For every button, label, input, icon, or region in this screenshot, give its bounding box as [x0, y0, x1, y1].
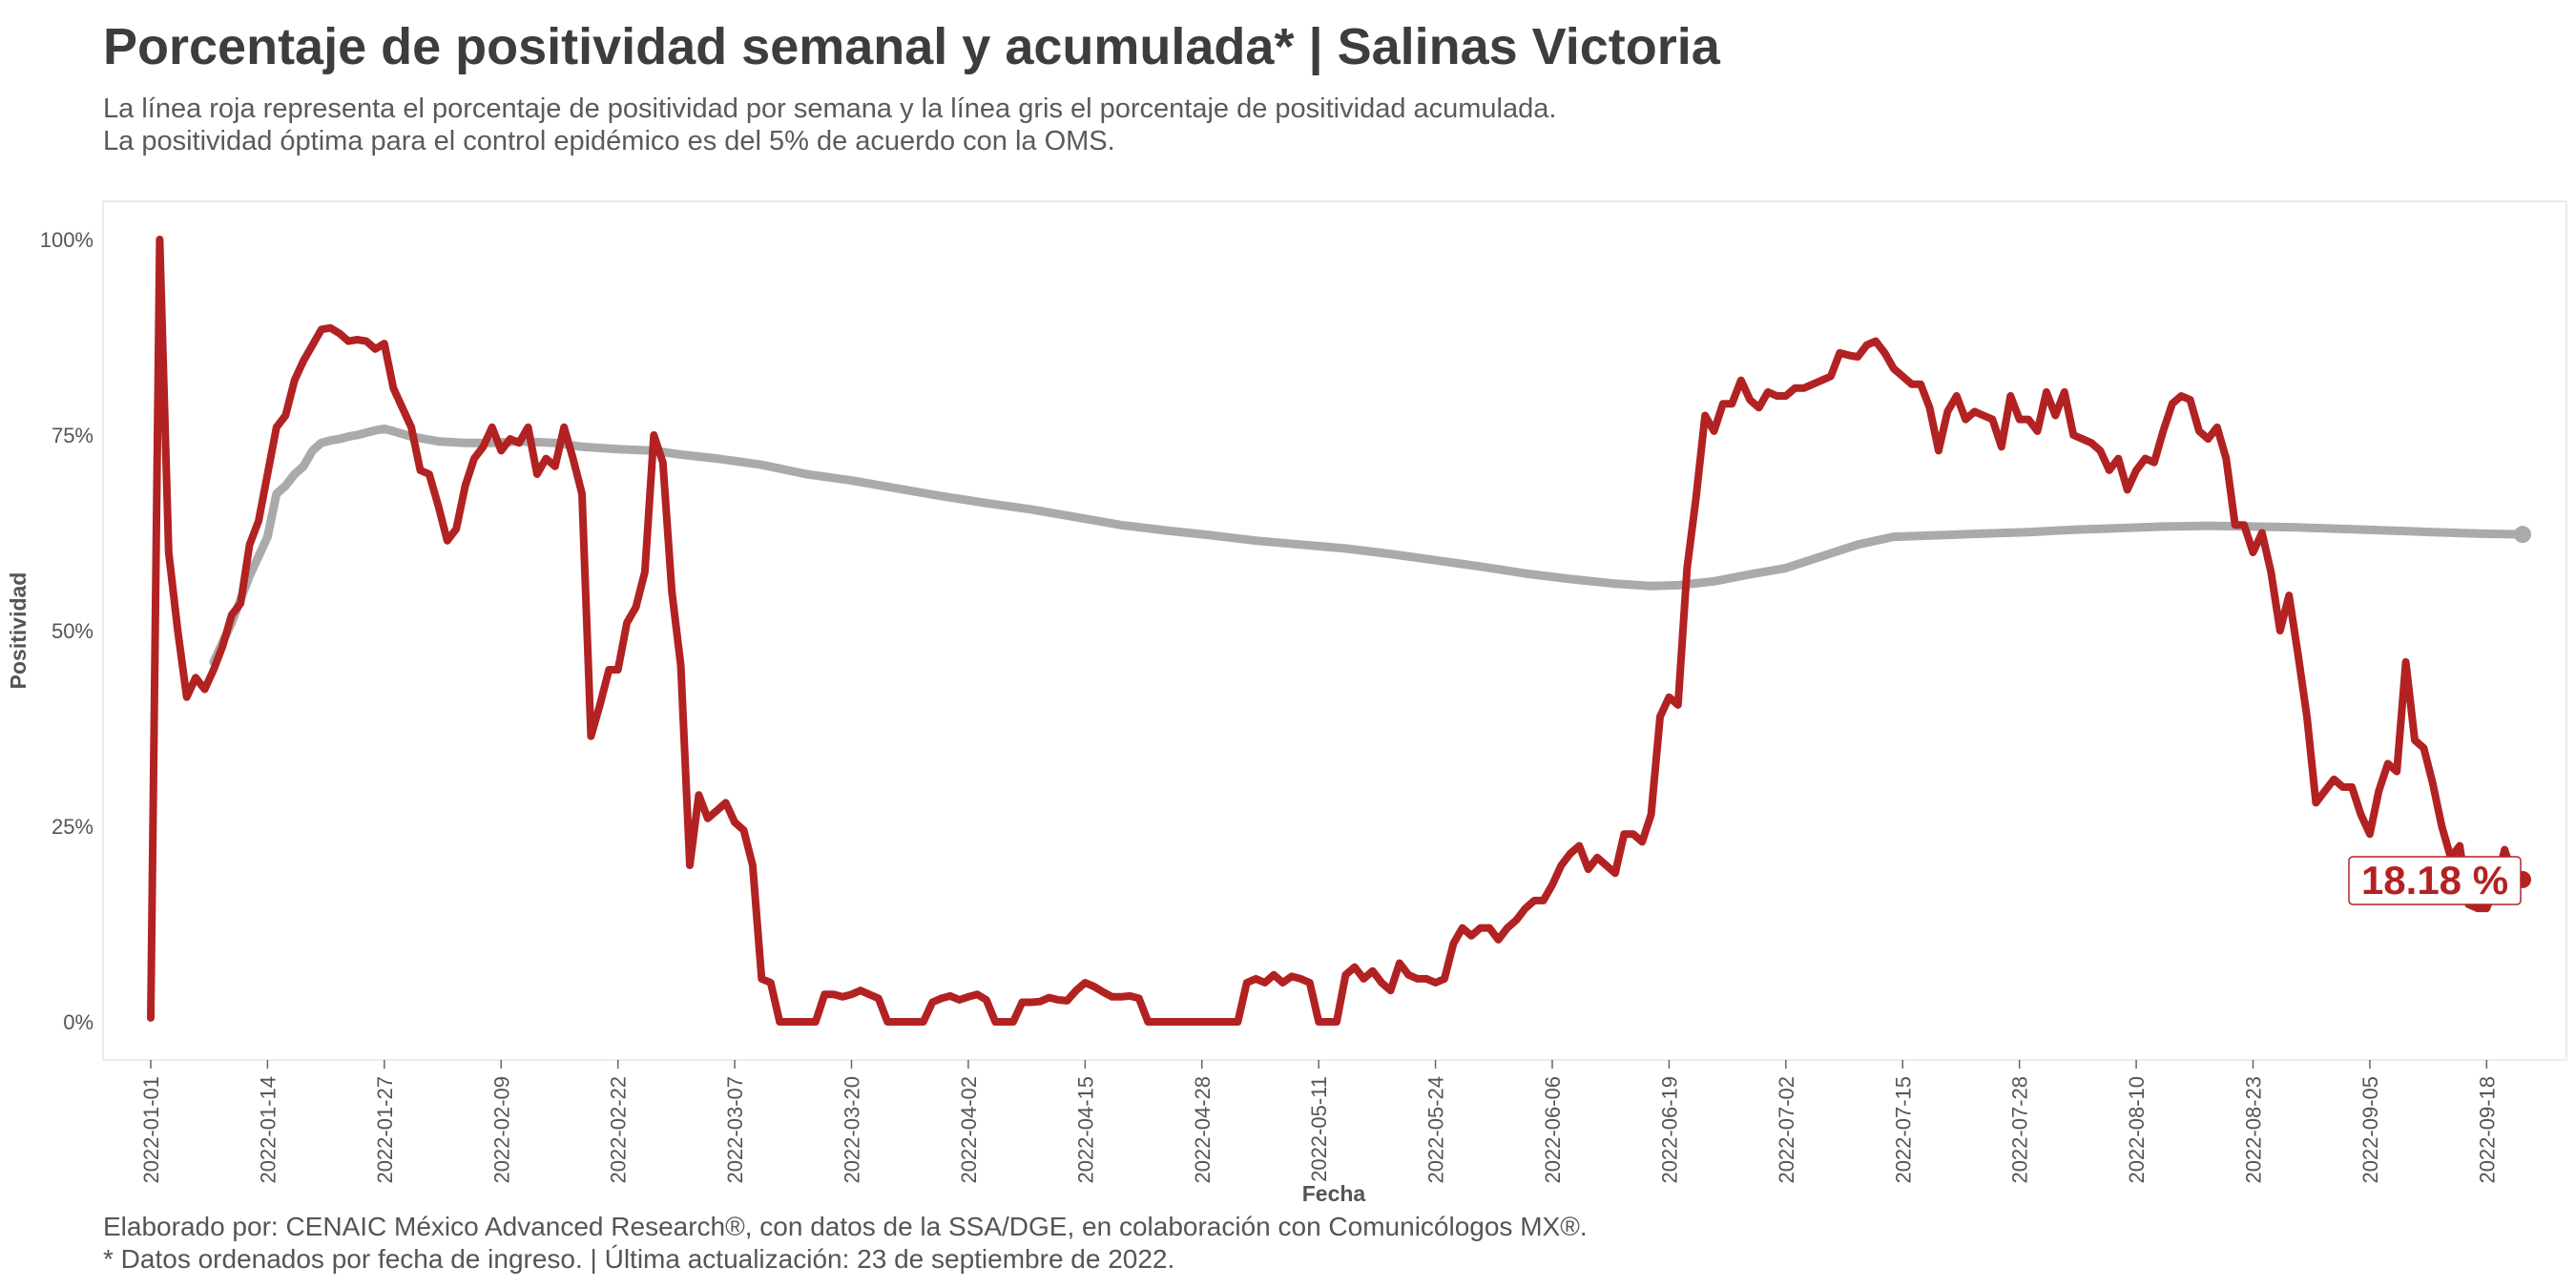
x-tick-label: 2022-01-27	[373, 1076, 397, 1184]
x-tick-label: 2022-04-28	[1191, 1076, 1215, 1184]
chart-title: Porcentaje de positividad semanal y acum…	[103, 18, 1720, 75]
y-axis-title: Positividad	[6, 572, 31, 690]
y-tick-label: 50%	[52, 619, 93, 643]
x-tick-label: 2022-07-28	[2008, 1076, 2032, 1184]
x-tick-label: 2022-02-09	[489, 1076, 513, 1184]
x-tick-label: 2022-03-07	[723, 1076, 747, 1184]
end-value-text: 18.18 %	[2361, 858, 2508, 903]
x-tick-label: 2022-01-01	[139, 1076, 163, 1184]
weekly-positivity-line	[147, 236, 2526, 1026]
x-tick-label: 2022-07-02	[1775, 1076, 1798, 1184]
end-value-label: 18.18 %	[2348, 856, 2522, 905]
chart-subtitle-line-1: La línea roja representa el porcentaje d…	[103, 93, 1557, 124]
y-tick-label: 100%	[40, 228, 93, 252]
x-tick-label: 2022-09-05	[2358, 1076, 2382, 1184]
x-tick-label: 2022-05-24	[1424, 1076, 1448, 1184]
x-axis-title: Fecha	[1302, 1181, 1366, 1206]
cumulative-positivity-line	[209, 424, 2527, 667]
x-tick-label: 2022-01-14	[256, 1076, 280, 1184]
x-tick-label: 2022-03-20	[841, 1076, 864, 1184]
x-tick-label: 2022-06-06	[1541, 1076, 1565, 1184]
y-tick-label: 25%	[52, 815, 93, 839]
plot-panel	[102, 200, 2567, 1061]
x-tick-label: 2022-06-19	[1657, 1076, 1681, 1184]
update-caption: * Datos ordenados por fecha de ingreso. …	[103, 1244, 1175, 1274]
x-tick-label: 2022-08-10	[2125, 1076, 2149, 1184]
x-tick-label: 2022-07-15	[1891, 1076, 1915, 1184]
cumulative-last-point	[2514, 526, 2531, 544]
source-caption: Elaborado por: CENAIC México Advanced Re…	[103, 1212, 1588, 1241]
end-value-box	[2348, 856, 2522, 905]
chart-subtitle-line-2: La positividad óptima para el control ep…	[103, 126, 1115, 156]
x-tick-label: 2022-02-22	[607, 1076, 631, 1184]
x-tick-label: 2022-08-23	[2242, 1076, 2266, 1184]
x-tick-label: 2022-04-02	[957, 1076, 981, 1184]
x-tick-label: 2022-09-18	[2475, 1076, 2499, 1184]
x-axis: 2022-01-01 2022-01-14 2022-01-27 2022-02-09…	[139, 1060, 2499, 1184]
y-axis: 0% 25% 50% 75% 100%	[40, 228, 93, 1034]
x-tick-label: 2022-04-15	[1073, 1076, 1097, 1184]
series-lines	[147, 236, 2527, 1026]
y-tick-label: 75%	[52, 424, 93, 447]
y-tick-label: 0%	[63, 1010, 93, 1034]
x-tick-label: 2022-05-11	[1307, 1076, 1331, 1182]
